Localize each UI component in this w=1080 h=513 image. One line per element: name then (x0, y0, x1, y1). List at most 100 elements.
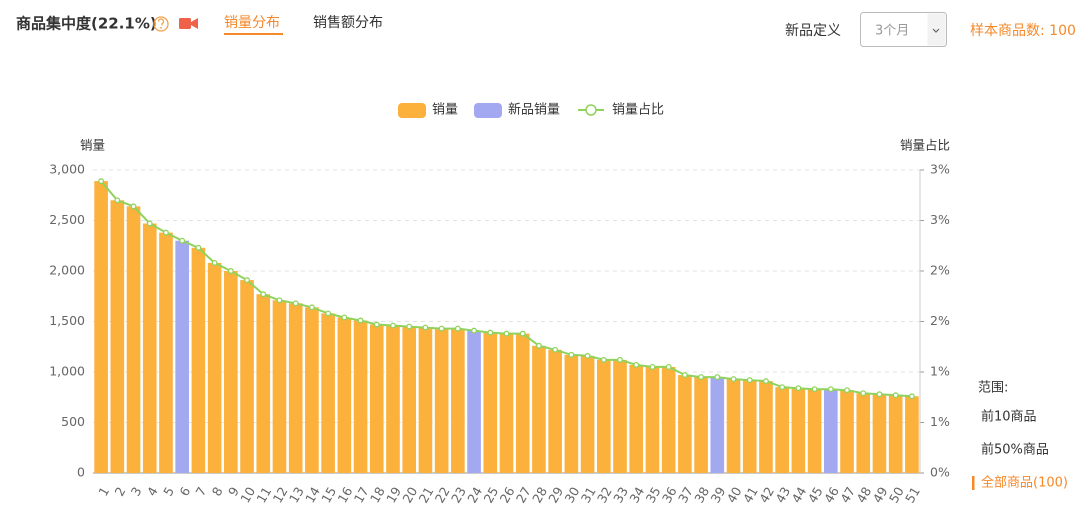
period-select[interactable]: 3个月 (860, 12, 947, 47)
bar (742, 380, 757, 473)
line-point (438, 325, 445, 332)
bar (321, 313, 335, 473)
line-point (844, 387, 850, 394)
bar (824, 389, 838, 473)
legend-label: 销量占比 (612, 103, 664, 118)
line-point (325, 310, 332, 317)
line-point (714, 374, 721, 380)
x-tick-label: 34 (626, 484, 647, 505)
line-point (357, 317, 364, 324)
line-point (908, 393, 915, 400)
x-tick-label: 4 (144, 484, 161, 498)
bar (726, 379, 741, 473)
x-tick-label: 21 (416, 484, 437, 505)
range-option[interactable]: 前50%商品 (981, 442, 1049, 458)
line-point (584, 352, 591, 359)
bar (483, 332, 498, 473)
x-tick-label: 32 (594, 484, 615, 505)
line-point (308, 304, 315, 311)
legend-label: 新品销量 (508, 102, 560, 118)
bar (175, 240, 189, 473)
y2-tick-label: 1% (930, 364, 950, 379)
x-tick-label: 44 (789, 484, 810, 505)
x-tick-label: 17 (351, 484, 372, 505)
legend-marker (585, 104, 597, 116)
x-tick-label: 19 (383, 484, 404, 505)
bar (191, 247, 206, 473)
video-icon[interactable] (179, 18, 198, 29)
legend-item[interactable]: 销量占比 (578, 103, 664, 118)
x-tick-label: 10 (237, 484, 258, 505)
tab[interactable]: 销售额分布 (313, 15, 383, 31)
line-point (665, 364, 672, 370)
bar (775, 387, 789, 473)
line-point (519, 330, 526, 337)
y-tick-label: 2,000 (49, 263, 85, 278)
line-point (876, 391, 883, 398)
bar (256, 294, 271, 473)
bar (661, 366, 676, 473)
tab-underline (224, 33, 283, 35)
bar (288, 303, 303, 473)
sample-count: 样本商品数: 100 (970, 23, 1076, 39)
x-tick-label: 29 (545, 484, 566, 505)
range-title: 范围: (978, 381, 1008, 396)
bar (759, 381, 773, 473)
x-tick-label: 40 (724, 484, 745, 505)
bar (159, 232, 173, 473)
x-tick-label: 43 (772, 484, 793, 505)
line-point (422, 324, 429, 331)
bar (629, 364, 644, 473)
tab-active[interactable]: 销量分布 (224, 15, 280, 31)
line-point (649, 364, 656, 370)
line-point (292, 300, 299, 307)
filter-label: 新品定义 (785, 23, 841, 39)
legend-item[interactable]: 销量 (398, 103, 458, 119)
line-point (827, 386, 834, 393)
x-tick-label: 22 (432, 484, 453, 505)
bar (596, 359, 611, 473)
bar (872, 394, 887, 473)
line-point (471, 327, 478, 334)
line-point (568, 351, 575, 358)
bar (548, 349, 562, 473)
line-point (130, 203, 137, 210)
legend-item[interactable]: 新品销量 (474, 102, 560, 119)
y-tick-label: 3,000 (49, 162, 85, 177)
x-tick-label: 24 (464, 484, 485, 505)
bar (240, 280, 254, 473)
line-point (860, 390, 867, 397)
y-tick-label: 0 (77, 465, 85, 480)
x-tick-label: 41 (740, 484, 761, 505)
line-point (227, 268, 234, 274)
legend-swatch (398, 103, 426, 118)
bar (386, 325, 400, 473)
x-tick-label: 13 (286, 484, 307, 505)
bar (710, 377, 725, 473)
range-option-active[interactable]: 全部商品(100) (981, 475, 1068, 491)
x-tick-label: 25 (480, 484, 501, 505)
line-point (746, 377, 753, 384)
legend-swatch (474, 103, 502, 118)
y2-tick-label: 0% (930, 465, 950, 480)
page-title: 商品集中度(22.1%) (16, 15, 157, 33)
line-point (195, 244, 202, 251)
line-point (211, 259, 218, 266)
x-tick-label: 30 (562, 484, 583, 505)
range-option[interactable]: 前10商品 (981, 409, 1037, 425)
x-tick-label: 45 (805, 484, 826, 505)
line-point (114, 197, 121, 204)
x-tick-label: 3 (128, 484, 145, 498)
line-point (390, 322, 396, 329)
bar (272, 300, 287, 473)
line-point (552, 346, 559, 353)
bar (402, 326, 417, 473)
x-tick-label: 38 (691, 484, 712, 505)
line-point (892, 392, 899, 399)
x-tick-label: 18 (367, 484, 388, 505)
help-icon[interactable] (153, 16, 169, 32)
line-point (811, 386, 818, 393)
x-tick-label: 12 (270, 484, 291, 505)
x-tick-label: 31 (578, 484, 599, 505)
